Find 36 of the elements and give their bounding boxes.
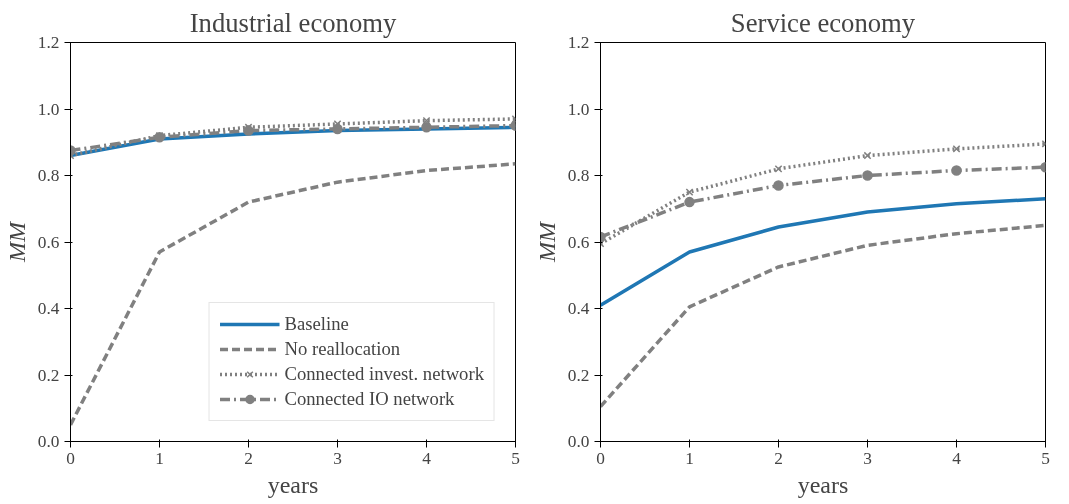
y-tick-label: 1.0	[37, 99, 60, 119]
y-tick-label: 0.6	[37, 232, 60, 252]
x-axis-title: years	[267, 471, 319, 498]
x-tick-label: 5	[1041, 448, 1050, 468]
y-tick-label: 0.4	[567, 299, 590, 318]
y-tick-label: 0.2	[567, 365, 590, 385]
x-tick-label: 0	[596, 448, 605, 468]
y-tick-label: 0.2	[37, 365, 60, 385]
y-axis-title: MM	[533, 220, 560, 263]
x-tick-label: 2	[774, 448, 783, 468]
x-tick-label: 5	[511, 448, 520, 468]
x-tick-label: 4	[422, 448, 432, 468]
x-tick-label: 3	[333, 448, 342, 468]
y-tick-label: 1.0	[567, 99, 590, 119]
x-tick-label: 3	[863, 448, 872, 468]
x-tick-label: 4	[952, 448, 962, 468]
y-tick-label: 0.0	[37, 432, 60, 451]
y-tick-label: 1.2	[567, 33, 590, 52]
y-tick-label: 0.8	[567, 166, 590, 185]
y-tick-label: 0.6	[567, 232, 590, 252]
x-tick-label: 1	[155, 448, 164, 468]
y-tick-label: 1.2	[37, 33, 60, 52]
chart-title: Industrial economy	[189, 7, 397, 38]
legend-label: Connected invest. network	[284, 363, 484, 385]
x-axis-title: years	[797, 471, 849, 498]
y-tick-label: 0.4	[37, 299, 60, 318]
legend-label: No reallocation	[284, 338, 401, 360]
x-tick-label: 0	[66, 448, 75, 468]
x-tick-label: 2	[244, 448, 253, 468]
legend-label: Baseline	[284, 313, 349, 335]
y-tick-label: 0.8	[37, 166, 60, 185]
legend-label: Connected IO network	[284, 388, 455, 410]
chart-title: Service economy	[730, 7, 916, 38]
y-tick-label: 0.0	[567, 432, 590, 451]
x-tick-label: 1	[685, 448, 694, 468]
y-axis-title: MM	[3, 220, 30, 263]
